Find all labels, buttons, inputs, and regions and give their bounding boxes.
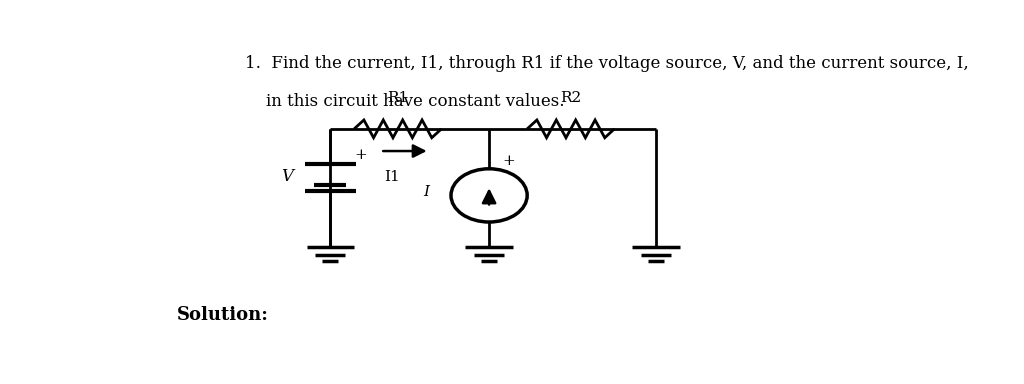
Text: R2: R2: [560, 91, 582, 105]
Text: I1: I1: [384, 170, 400, 184]
Text: in this circuit have constant values.: in this circuit have constant values.: [246, 93, 565, 110]
Text: V: V: [281, 168, 293, 185]
Text: +: +: [503, 154, 515, 169]
Text: R1: R1: [387, 91, 409, 105]
Text: +: +: [354, 149, 367, 162]
Text: I: I: [423, 185, 429, 199]
Text: Solution:: Solution:: [177, 306, 269, 324]
Text: 1.  Find the current, I1, through R1 if the voltage source, V, and the current s: 1. Find the current, I1, through R1 if t…: [246, 55, 969, 72]
